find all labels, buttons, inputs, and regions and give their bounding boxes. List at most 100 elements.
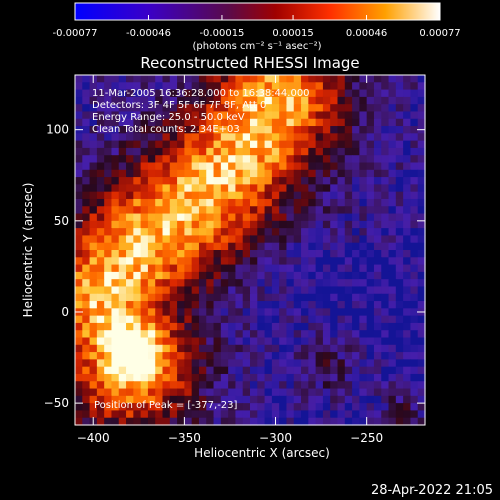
heatmap-cell (242, 228, 251, 237)
heatmap-cell (286, 126, 295, 134)
heatmap-cell (206, 308, 215, 317)
heatmap-cell (104, 410, 113, 419)
heatmap-cell (228, 235, 237, 244)
colorbar-tick-label: 0.00077 (419, 28, 460, 39)
heatmap-cell (198, 395, 207, 404)
heatmap-cell (89, 82, 98, 91)
heatmap-cell (410, 264, 419, 273)
heatmap-cell (366, 352, 375, 360)
heatmap-cell (308, 308, 317, 317)
heatmap-cell (279, 403, 288, 412)
heatmap-cell (359, 198, 368, 207)
heatmap-cell (220, 206, 229, 215)
heatmap-cell (352, 286, 360, 295)
heatmap-cell (344, 177, 353, 185)
colorbar-tick-label: -0.00077 (53, 28, 98, 39)
heatmap-cell (250, 242, 258, 251)
heatmap-cell (140, 169, 149, 178)
heatmap-cell (213, 191, 222, 200)
heatmap-cell (373, 228, 382, 237)
heatmap-cell (359, 257, 368, 266)
heatmap-cell (279, 410, 288, 419)
heatmap-cell (118, 359, 127, 368)
heatmap-cell (169, 388, 178, 397)
heatmap-cell (126, 242, 134, 251)
heatmap-cell (89, 162, 98, 171)
heatmap-cell (293, 104, 302, 113)
heatmap-cell (271, 359, 280, 368)
heatmap-cell (235, 118, 244, 127)
heatmap-cell (366, 250, 375, 258)
heatmap-cell (308, 293, 317, 302)
heatmap-cell (322, 162, 331, 171)
heatmap-cell (381, 177, 390, 185)
heatmap-cell (293, 206, 302, 215)
heatmap-cell (242, 169, 251, 178)
heatmap-cell (198, 184, 207, 193)
heatmap-cell (250, 293, 258, 302)
heatmap-cell (359, 359, 368, 368)
heatmap-cell (147, 417, 156, 426)
heatmap-cell (395, 381, 404, 390)
heatmap-cell (235, 410, 244, 419)
heatmap-cell (410, 177, 419, 185)
heatmap-cell (75, 330, 83, 339)
heatmap-cell (271, 177, 280, 185)
heatmap-cell (359, 169, 368, 178)
heatmap-cell (344, 126, 353, 134)
heatmap-cell (264, 104, 273, 113)
heatmap-cell (395, 417, 404, 426)
heatmap-cell (184, 271, 193, 280)
heatmap-cell (301, 322, 309, 331)
heatmap-cell (417, 359, 426, 368)
heatmap-cell (352, 366, 360, 375)
heatmap-cell (89, 126, 98, 134)
heatmap-cell (177, 388, 185, 397)
heatmap-cell (177, 126, 185, 134)
heatmap-cell (191, 337, 200, 346)
heatmap-cell (147, 388, 156, 397)
heatmap-cell (279, 417, 288, 426)
heatmap-cell (118, 264, 127, 273)
heatmap-cell (359, 352, 368, 360)
heatmap-cell (177, 162, 185, 171)
heatmap-cell (301, 235, 309, 244)
heatmap-cell (147, 155, 156, 164)
heatmap-cell (177, 315, 185, 324)
heatmap-cell (301, 147, 309, 156)
heatmap-cell (388, 366, 397, 375)
heatmap-cell (330, 417, 339, 426)
heatmap-cell (155, 198, 164, 207)
heatmap-cell (293, 242, 302, 251)
heatmap-cell (286, 308, 295, 317)
heatmap-cell (359, 293, 368, 302)
heatmap-cell (366, 118, 375, 127)
heatmap-cell (155, 169, 164, 178)
heatmap-cell (213, 235, 222, 244)
heatmap-cell (279, 315, 288, 324)
heatmap-cell (184, 293, 193, 302)
heatmap-cell (395, 315, 404, 324)
heatmap-cell (373, 155, 382, 164)
heatmap-cell (191, 147, 200, 156)
heatmap-cell (395, 366, 404, 375)
heatmap-cell (322, 381, 331, 390)
heatmap-cell (264, 162, 273, 171)
heatmap-cell (111, 169, 120, 178)
heatmap-cell (410, 344, 419, 353)
heatmap-cell (301, 352, 309, 360)
heatmap-cell (337, 250, 346, 258)
heatmap-cell (264, 169, 273, 178)
heatmap-cell (140, 213, 149, 222)
heatmap-cell (359, 220, 368, 229)
heatmap-cell (417, 89, 426, 98)
heatmap-cell (191, 220, 200, 229)
heatmap-cell (191, 403, 200, 412)
heatmap-cell (410, 322, 419, 331)
heatmap-cell (322, 206, 331, 215)
heatmap-cell (286, 395, 295, 404)
heatmap-cell (250, 118, 258, 127)
heatmap-cell (96, 220, 105, 229)
heatmap-cell (410, 191, 419, 200)
heatmap-cell (250, 89, 258, 98)
